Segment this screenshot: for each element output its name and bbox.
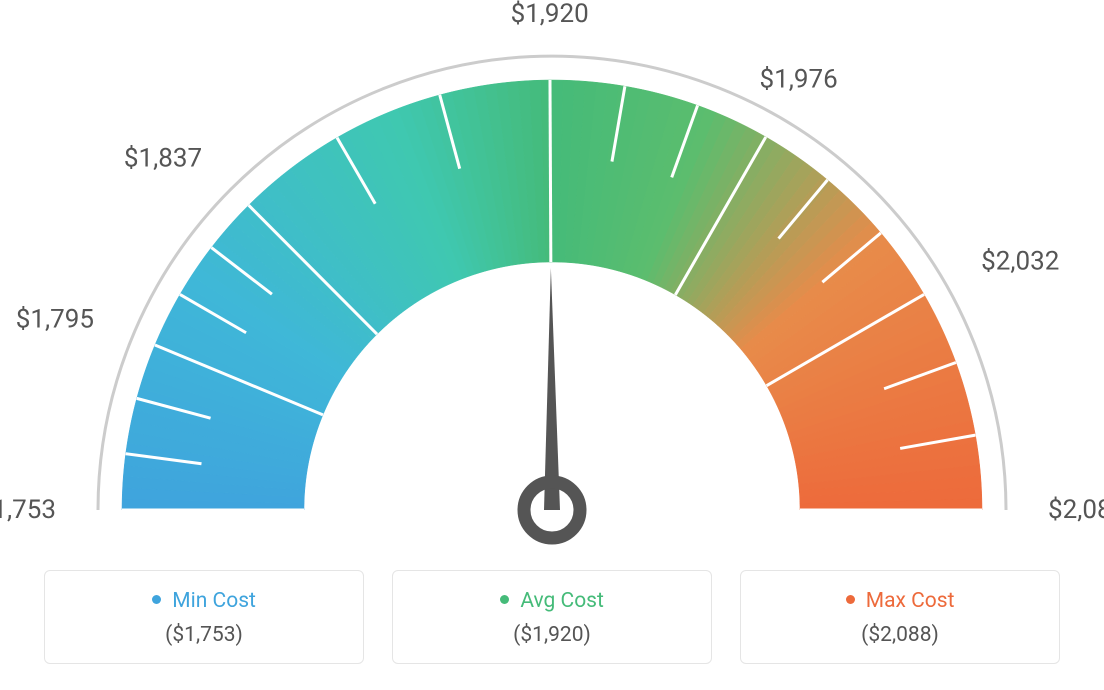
legend-card-max: Max Cost ($2,088) <box>740 570 1060 664</box>
legend-dot-min <box>152 595 161 604</box>
legend-dot-avg <box>500 595 509 604</box>
legend-value-max: ($2,088) <box>751 623 1049 647</box>
tick-label: $1,920 <box>511 0 589 29</box>
legend-card-avg: Avg Cost ($1,920) <box>392 570 712 664</box>
tick-label: $2,088 <box>1048 495 1104 525</box>
legend-value-min: ($1,753) <box>55 623 353 647</box>
gauge-area: $1,753 $1,795 $1,837 $1,920 $1,976 $2,032 $2,0… <box>0 0 1104 560</box>
legend-title-avg: Avg Cost <box>403 589 701 613</box>
tick-label: $1,795 <box>16 305 94 335</box>
gauge-needle <box>544 268 560 510</box>
legend-row: Min Cost ($1,753) Avg Cost ($1,920) Max … <box>0 570 1104 664</box>
legend-label-min: Min Cost <box>172 589 256 613</box>
legend-dot-max <box>846 595 855 604</box>
legend-label-max: Max Cost <box>866 589 955 613</box>
chart-container: $1,753 $1,795 $1,837 $1,920 $1,976 $2,032 $2,0… <box>0 0 1104 690</box>
legend-label-avg: Avg Cost <box>520 589 604 613</box>
tick-label: $1,753 <box>0 495 56 525</box>
legend-card-min: Min Cost ($1,753) <box>44 570 364 664</box>
tick-label: $1,837 <box>124 143 202 173</box>
tick-label: $1,976 <box>760 65 838 95</box>
legend-title-max: Max Cost <box>751 589 1049 613</box>
legend-value-avg: ($1,920) <box>403 623 701 647</box>
gauge-chart: $1,753 $1,795 $1,837 $1,920 $1,976 $2,032 $2,0… <box>0 0 1104 560</box>
tick-label: $2,032 <box>981 246 1059 276</box>
legend-title-min: Min Cost <box>55 589 353 613</box>
